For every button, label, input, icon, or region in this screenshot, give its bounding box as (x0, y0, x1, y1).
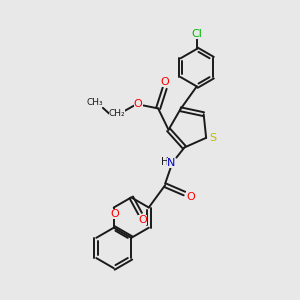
Text: N: N (167, 158, 175, 168)
Text: O: O (186, 191, 195, 202)
Text: O: O (134, 99, 142, 109)
Text: H: H (160, 157, 168, 167)
Text: O: O (138, 215, 147, 225)
Text: O: O (160, 77, 169, 87)
Text: CH₃: CH₃ (86, 98, 103, 107)
Text: S: S (209, 133, 216, 143)
Text: Cl: Cl (191, 28, 202, 38)
Text: O: O (110, 209, 119, 219)
Text: CH₂: CH₂ (109, 109, 125, 118)
